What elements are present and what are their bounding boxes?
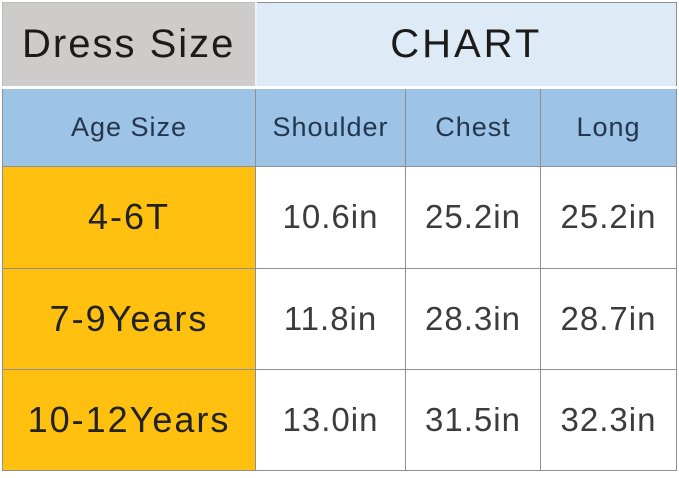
age-cell: 7-9Years	[2, 267, 256, 370]
table-row: 7-9Years 11.8in 28.3in 28.7in	[2, 267, 677, 370]
table-row: 10-12Years 13.0in 31.5in 32.3in	[2, 368, 677, 472]
column-header-row: Age Size Shoulder Chest Long	[2, 87, 677, 168]
table-row: 4-6T 10.6in 25.2in 25.2in	[2, 166, 677, 269]
age-cell: 10-12Years	[2, 368, 256, 472]
long-cell: 28.7in	[540, 267, 677, 370]
age-cell: 4-6T	[2, 166, 256, 269]
table-title-right: CHART	[255, 1, 677, 90]
shoulder-cell: 13.0in	[255, 368, 406, 472]
chest-cell: 25.2in	[405, 166, 541, 269]
long-cell: 32.3in	[540, 368, 677, 472]
column-header-chest: Chest	[405, 87, 541, 168]
column-header-age-size: Age Size	[2, 87, 256, 168]
long-cell: 25.2in	[540, 166, 677, 269]
table-title-left: Dress Size	[2, 1, 257, 90]
title-row: Dress Size CHART	[2, 1, 677, 90]
size-chart-table: Dress Size CHART Age Size Shoulder Chest…	[2, 1, 677, 472]
chest-cell: 28.3in	[405, 267, 541, 370]
shoulder-cell: 10.6in	[255, 166, 406, 269]
column-header-long: Long	[540, 87, 677, 168]
column-header-shoulder: Shoulder	[255, 87, 406, 168]
shoulder-cell: 11.8in	[255, 267, 406, 370]
chest-cell: 31.5in	[405, 368, 541, 472]
